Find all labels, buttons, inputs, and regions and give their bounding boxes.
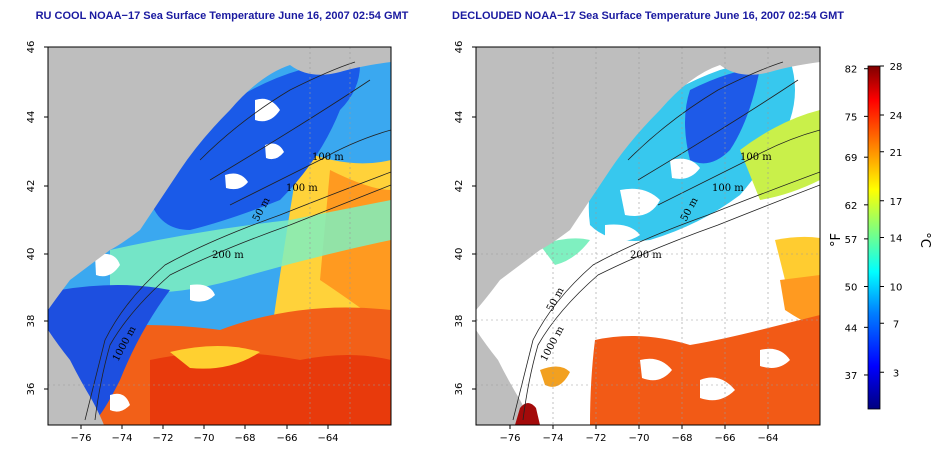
masked-holes — [605, 158, 700, 242]
contour-label: 200 m — [212, 250, 244, 261]
fahrenheit-unit-label: °F — [829, 233, 844, 247]
lat-tick-label: 46 — [26, 41, 37, 54]
contour-label: 100 m — [286, 183, 318, 194]
right-panel-title: DECLOUDED NOAA−17 Sea Surface Temperatur… — [452, 10, 844, 22]
celsius-tick-label: 10 — [890, 283, 903, 294]
slope-water-band — [740, 110, 820, 200]
left-panel: RU COOL NOAA−17 Sea Surface Temperature … — [26, 10, 409, 444]
fahrenheit-tick-label: 57 — [845, 235, 858, 246]
bathymetry-contours — [512, 61, 820, 421]
right-map-frame — [475, 46, 821, 426]
left-axes: −76 −74 −72 −70 −68 −66 −64 36 38 40 42 44 46 — [26, 41, 339, 444]
lat-tick-label: 42 — [454, 180, 465, 193]
celsius-tick-label: 17 — [890, 197, 903, 208]
land-mass — [476, 47, 820, 310]
contour-label: 100 m — [740, 152, 772, 163]
celsius-tick-label: 7 — [893, 319, 899, 330]
contour-label: 100 m — [712, 183, 744, 194]
masked-holes — [640, 348, 790, 401]
cloud-patches — [95, 98, 284, 412]
lat-tick-label: 44 — [26, 111, 37, 124]
fahrenheit-tick-label: 44 — [845, 323, 858, 334]
lon-tick-label: −70 — [193, 433, 214, 444]
right-map: 100 m 100 m 50 m 200 m 50 m 1000 m — [476, 47, 820, 425]
gulf-stream-water — [590, 315, 820, 425]
left-map-frame — [47, 46, 392, 426]
lon-tick-label: −68 — [671, 433, 692, 444]
contour-label: 200 m — [630, 250, 662, 261]
fahrenheit-tick-label: 75 — [845, 112, 858, 123]
fahrenheit-tick-label: 62 — [845, 201, 858, 212]
cool-shelf-water — [685, 68, 760, 164]
fahrenheit-tick-label: 69 — [845, 153, 858, 164]
warm-patch — [540, 366, 570, 387]
left-map: 100 m 100 m 50 m 200 m 1000 m — [48, 47, 391, 425]
lat-tick-label: 36 — [26, 383, 37, 396]
lon-tick-label: −64 — [757, 433, 778, 444]
lon-tick-label: −76 — [70, 433, 91, 444]
colorbar-ticks: 28 24 21 17 14 10 7 3 82 75 69 62 57 50 44 37 — [845, 62, 903, 382]
coastal-water — [540, 238, 590, 265]
celsius-tick-label: 21 — [890, 148, 903, 159]
lon-tick-label: −72 — [152, 433, 173, 444]
lon-tick-label: −68 — [234, 433, 255, 444]
left-panel-title: RU COOL NOAA−17 Sea Surface Temperature … — [36, 10, 409, 22]
celsius-tick-label: 28 — [890, 62, 903, 73]
lon-tick-label: −66 — [276, 433, 297, 444]
gulf-stream-filament — [170, 346, 260, 369]
cool-shelf-water — [150, 63, 360, 231]
gulf-stream-core — [150, 352, 391, 425]
lat-tick-label: 42 — [26, 180, 37, 193]
celsius-tick-label: 3 — [893, 368, 899, 379]
lon-tick-label: −74 — [542, 433, 563, 444]
celsius-tick-label: 14 — [890, 234, 903, 245]
warm-patch — [780, 275, 820, 330]
land-mass — [48, 47, 391, 310]
celsius-tick-label: 24 — [890, 111, 903, 122]
lat-tick-label: 40 — [454, 248, 465, 261]
lat-tick-label: 38 — [26, 315, 37, 328]
contour-label: 100 m — [312, 152, 344, 163]
celsius-unit-label: °C — [917, 232, 932, 248]
lat-tick-label: 44 — [454, 111, 465, 124]
lat-tick-label: 38 — [454, 315, 465, 328]
lon-tick-label: −64 — [317, 433, 338, 444]
grid-lines — [476, 47, 820, 425]
fahrenheit-tick-label: 82 — [845, 65, 858, 76]
lon-tick-label: −72 — [585, 433, 606, 444]
grid-lines — [48, 47, 391, 425]
lat-tick-label: 46 — [454, 41, 465, 54]
gulf-stream-core — [515, 403, 540, 425]
lon-tick-label: −74 — [111, 433, 132, 444]
right-panel: DECLOUDED NOAA−17 Sea Surface Temperatur… — [452, 10, 844, 444]
colorbar: 28 24 21 17 14 10 7 3 82 75 69 62 57 50 44 37 °F °C — [829, 62, 932, 410]
lon-tick-label: −66 — [714, 433, 735, 444]
right-axes: −76 −74 −72 −70 −68 −66 −64 36 38 40 42 44 46 — [454, 41, 779, 444]
fahrenheit-tick-label: 50 — [845, 283, 858, 294]
lon-tick-label: −70 — [628, 433, 649, 444]
colorbar-gradient — [867, 65, 881, 410]
lat-tick-label: 36 — [454, 383, 465, 396]
fahrenheit-tick-label: 37 — [845, 371, 858, 382]
lon-tick-label: −76 — [499, 433, 520, 444]
lat-tick-label: 40 — [26, 248, 37, 261]
